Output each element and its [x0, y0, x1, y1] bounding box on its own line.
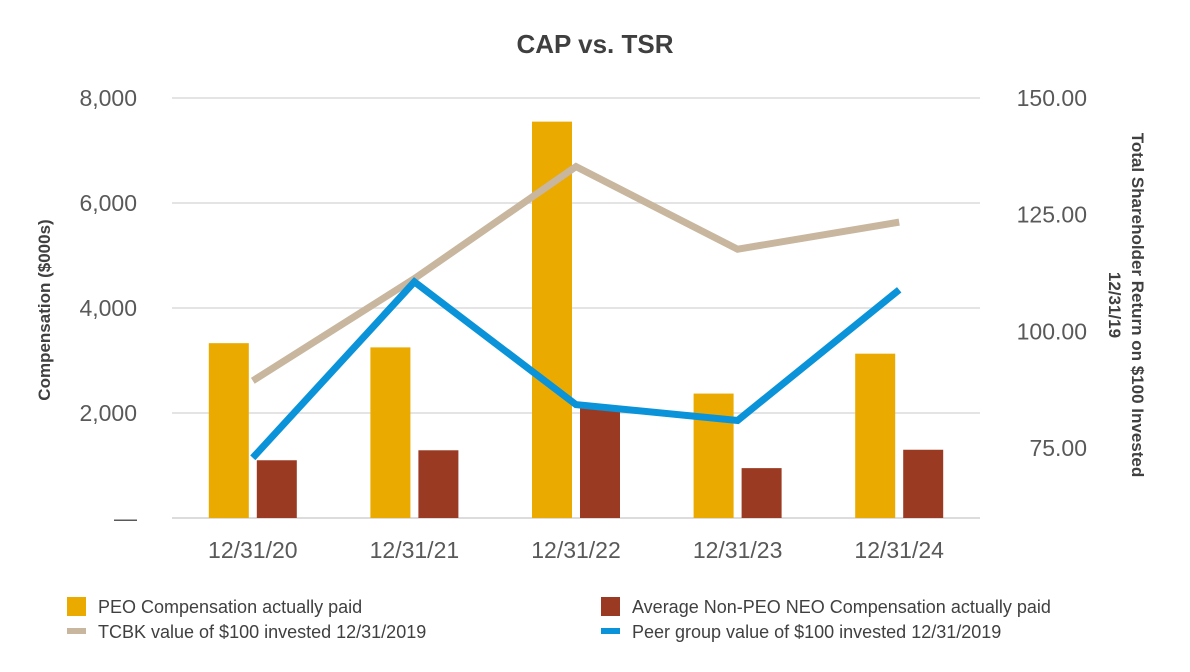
- bar-peo-compensation: [532, 121, 572, 518]
- right-axis-ticks: 75.00 100.00 125.00 150.00: [1017, 85, 1087, 461]
- right-tick-label: 100.00: [1017, 318, 1087, 344]
- legend-swatch-peo: [67, 597, 86, 616]
- bar-peo-compensation: [208, 343, 249, 518]
- bar-non-peo-compensation: [903, 449, 944, 518]
- gridlines: [172, 97, 980, 519]
- x-axis-ticks: 12/31/20 12/31/21 12/31/22 12/31/23 12/31/24: [208, 537, 944, 563]
- legend-label-peo: PEO Compensation actually paid: [98, 597, 362, 617]
- legend-label-peer: Peer group value of $100 invested 12/31/…: [632, 622, 1001, 642]
- left-tick-label: 2,000: [79, 400, 137, 426]
- bar-peo-compensation: [370, 347, 411, 518]
- bar-non-peo-compensation: [580, 407, 620, 518]
- bar-non-peo-compensation: [256, 460, 297, 518]
- right-tick-label: 75.00: [1029, 435, 1087, 461]
- x-tick-label: 12/31/21: [370, 537, 460, 563]
- bar-peo-compensation: [693, 393, 734, 518]
- right-tick-label: 125.00: [1017, 202, 1087, 228]
- x-tick-label: 12/31/23: [693, 537, 783, 563]
- left-axis-label: Compensation ($000s): [35, 219, 54, 400]
- right-axis-label-line1: Total Shareholder Return on $100 Investe…: [1128, 133, 1147, 478]
- left-tick-label: 6,000: [79, 190, 137, 216]
- x-tick-label: 12/31/20: [208, 537, 298, 563]
- bar-non-peo-compensation: [418, 450, 459, 518]
- legend-label-non-peo: Average Non-PEO NEO Compensation actuall…: [632, 597, 1051, 617]
- left-tick-label: —: [114, 505, 137, 531]
- line-peer-group-value: [250, 277, 902, 461]
- legend-swatch-non-peo: [601, 597, 620, 616]
- left-axis-ticks: — 2,000 4,000 6,000 8,000: [79, 85, 137, 531]
- right-axis-label-line2: 12/31/19: [1105, 272, 1124, 338]
- chart-title: CAP vs. TSR: [516, 29, 673, 59]
- legend: PEO Compensation actually paid Average N…: [67, 597, 1051, 642]
- right-tick-label: 150.00: [1017, 85, 1087, 111]
- bar-series-group: [208, 121, 944, 518]
- line-series-group: [250, 162, 902, 461]
- bar-peo-compensation: [855, 353, 896, 518]
- legend-label-tcbk: TCBK value of $100 invested 12/31/2019: [98, 622, 426, 642]
- x-tick-label: 12/31/22: [531, 537, 621, 563]
- x-tick-label: 12/31/24: [854, 537, 944, 563]
- left-tick-label: 4,000: [79, 295, 137, 321]
- left-tick-label: 8,000: [79, 85, 137, 111]
- line-tcbk-value: [250, 162, 900, 384]
- bar-non-peo-compensation: [741, 468, 782, 518]
